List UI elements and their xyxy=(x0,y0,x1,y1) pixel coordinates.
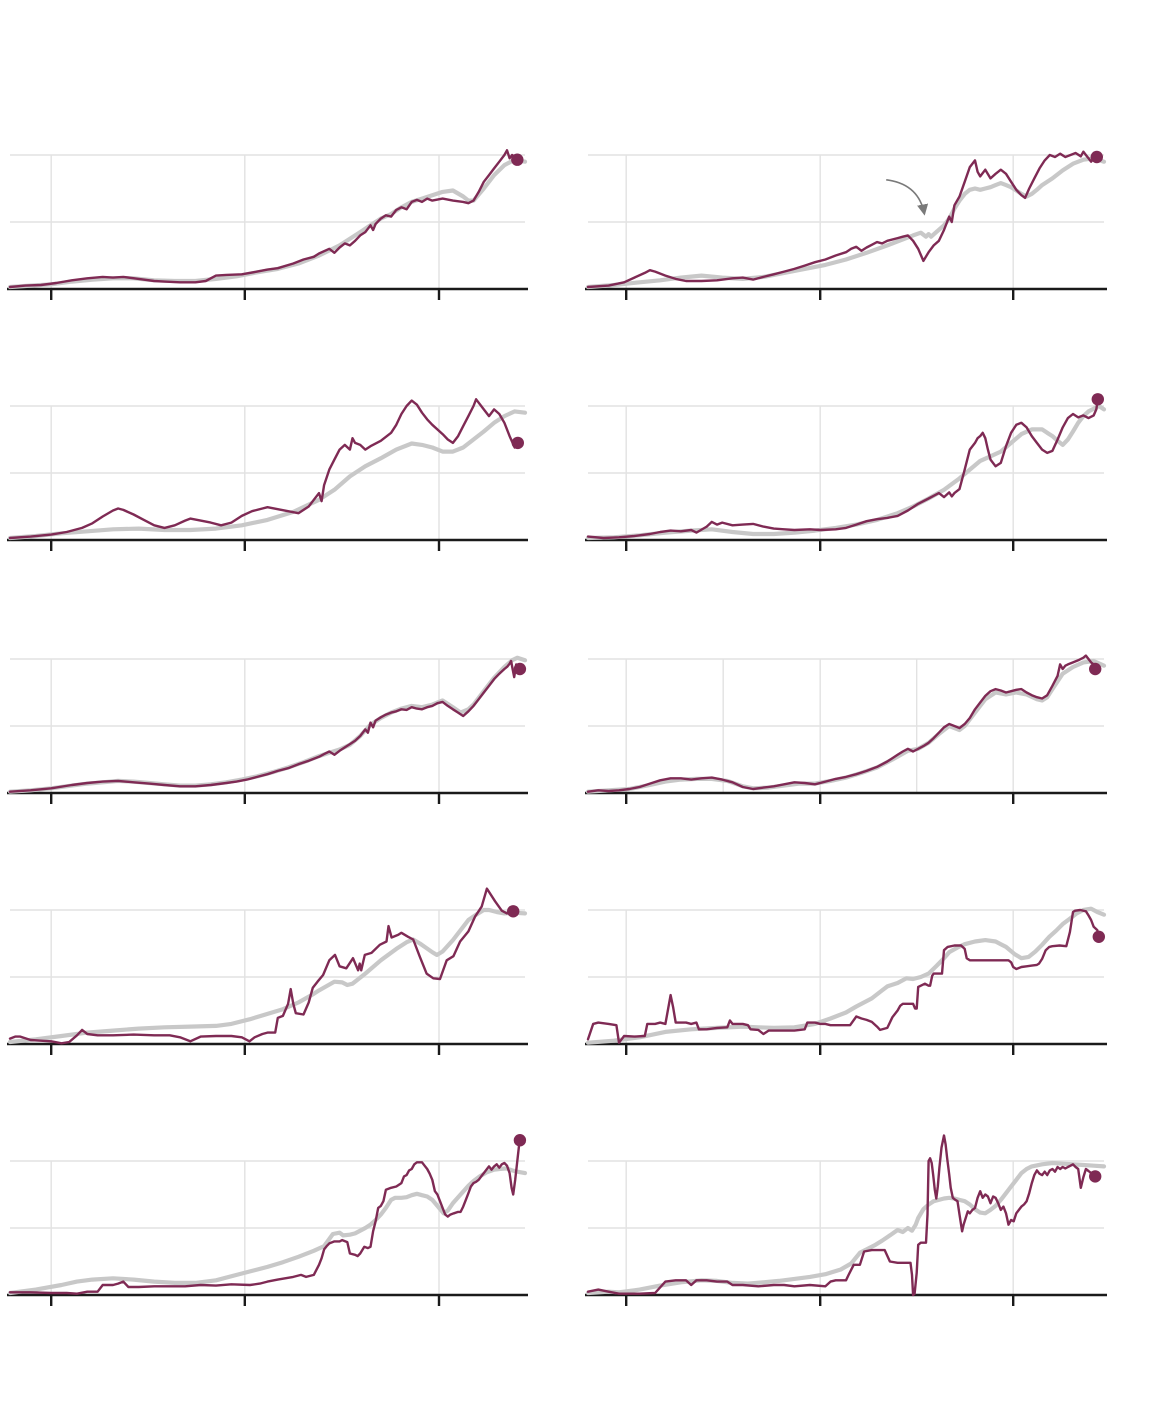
chart-r1c2 xyxy=(585,150,1107,300)
chart-r1c1-benchmark-line xyxy=(7,157,528,290)
chart-r2c1-featured-line xyxy=(8,398,519,540)
chart-r1c2-featured-line xyxy=(586,150,1099,289)
chart-r3c2-featured-line xyxy=(586,654,1097,793)
chart-r2c1-end-dot xyxy=(511,436,524,450)
chart-r2c1 xyxy=(7,398,528,551)
chart-r1c1-end-dot xyxy=(511,153,524,166)
chart-r2c2-benchmark-line xyxy=(585,403,1107,541)
chart-r2c2-end-dot xyxy=(1091,393,1105,406)
chart-r2c2-featured-line xyxy=(586,398,1100,540)
chart-r1c1 xyxy=(7,149,528,300)
chart-r3c2-end-dot xyxy=(1089,662,1102,676)
chart-r5c2-featured-line xyxy=(586,1134,1097,1297)
chart-r1c2-end-dot xyxy=(1090,150,1104,164)
chart-r4c1 xyxy=(7,887,528,1055)
chart-r1c1-featured-line xyxy=(8,149,519,289)
chart-r3c2 xyxy=(585,654,1107,804)
chart-r4c2-end-dot xyxy=(1092,930,1106,943)
chart-r5c1 xyxy=(7,1134,528,1306)
chart-r5c2-benchmark-line xyxy=(585,1160,1107,1296)
chart-r4c2 xyxy=(585,906,1107,1055)
chart-r3c1 xyxy=(7,655,528,804)
chart-r3c1-end-dot xyxy=(513,662,527,676)
chart-r2c1-benchmark-line xyxy=(7,409,528,541)
chart-r3c1-featured-line xyxy=(8,659,522,793)
chart-r4c1-end-dot xyxy=(507,905,520,918)
chart-r3c1-benchmark-line xyxy=(7,655,528,794)
chart-r5c1-end-dot xyxy=(513,1134,527,1147)
chart-r4c2-benchmark-line xyxy=(585,906,1107,1045)
chart-r5c2 xyxy=(585,1134,1107,1306)
chart-r5c1-featured-line xyxy=(8,1138,522,1295)
chart-r4c1-benchmark-line xyxy=(7,907,528,1045)
chart-r4c2-featured-line xyxy=(586,908,1101,1044)
chart-r2c2 xyxy=(585,393,1107,551)
chart-r5c2-end-dot xyxy=(1089,1170,1102,1183)
annotation-arrow-icon xyxy=(886,179,929,216)
chart-r4c1-featured-line xyxy=(8,887,515,1045)
chart-r5c1-benchmark-line xyxy=(7,1166,528,1296)
